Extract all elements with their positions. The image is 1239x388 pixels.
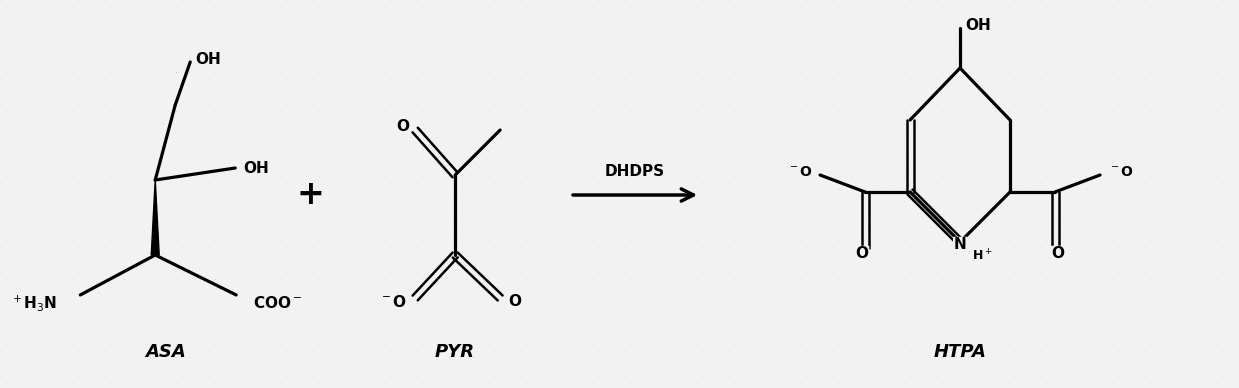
Text: O: O [1052,246,1064,262]
Text: $^+$H$_3$N: $^+$H$_3$N [10,293,57,313]
Text: O: O [508,294,522,310]
Text: O: O [856,246,869,262]
Text: OH: OH [243,161,269,175]
Text: OH: OH [965,17,991,33]
Text: OH: OH [196,52,221,66]
Text: $^-$O: $^-$O [787,165,812,179]
Text: O: O [396,118,409,133]
Text: $^-$O: $^-$O [1108,165,1134,179]
Text: HTPA: HTPA [934,343,986,361]
Text: PYR: PYR [435,343,476,361]
Polygon shape [151,180,160,255]
Text: DHDPS: DHDPS [605,164,665,179]
Text: ASA: ASA [145,343,186,361]
Text: $^-$O: $^-$O [379,294,408,310]
Text: +: + [296,178,325,211]
Text: H$^+$: H$^+$ [973,248,992,263]
Text: COO$^-$: COO$^-$ [253,295,302,311]
Text: N: N [954,237,966,253]
